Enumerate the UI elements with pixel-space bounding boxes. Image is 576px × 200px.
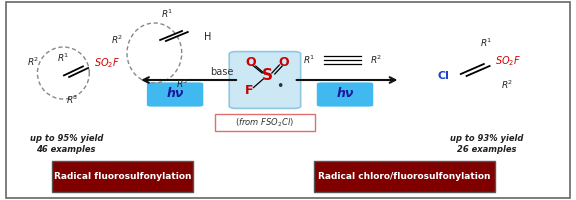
Text: $R^1$: $R^1$ [303, 54, 316, 66]
Text: $R^2$: $R^2$ [501, 79, 513, 91]
FancyBboxPatch shape [229, 52, 301, 108]
Text: hν: hν [337, 87, 354, 100]
Text: Radical chloro/fluorosulfonylation: Radical chloro/fluorosulfonylation [319, 172, 491, 181]
Text: H: H [204, 32, 211, 42]
Text: hν: hν [167, 87, 184, 100]
Text: up to 93% yield
26 examples: up to 93% yield 26 examples [450, 134, 524, 154]
FancyBboxPatch shape [147, 82, 203, 107]
Text: •: • [276, 80, 283, 92]
Text: ($\it{from\ FSO_2Cl}$): ($\it{from\ FSO_2Cl}$) [236, 116, 294, 129]
Text: F: F [245, 84, 253, 97]
Text: $R^1$: $R^1$ [57, 52, 70, 64]
Text: base: base [210, 67, 233, 77]
Text: O: O [245, 55, 256, 68]
Text: $R^2$: $R^2$ [26, 56, 39, 68]
Text: $R^3$: $R^3$ [66, 94, 78, 106]
Text: $R^1$: $R^1$ [480, 37, 493, 49]
Text: $R^3$: $R^3$ [176, 78, 188, 90]
Text: Cl: Cl [437, 71, 449, 81]
Text: O: O [278, 55, 289, 68]
Text: $R^1$: $R^1$ [161, 8, 173, 20]
Text: Radical fluorosulfonylation: Radical fluorosulfonylation [54, 172, 191, 181]
FancyBboxPatch shape [314, 161, 495, 192]
Text: $SO_2F$: $SO_2F$ [94, 56, 120, 70]
Text: up to 95% yield
46 examples: up to 95% yield 46 examples [29, 134, 103, 154]
FancyBboxPatch shape [6, 2, 570, 198]
Text: $SO_2F$: $SO_2F$ [495, 54, 522, 68]
Text: $R^2$: $R^2$ [111, 34, 123, 46]
Text: $R^2$: $R^2$ [370, 54, 382, 66]
FancyBboxPatch shape [317, 82, 373, 107]
FancyBboxPatch shape [52, 161, 193, 192]
FancyBboxPatch shape [215, 114, 315, 131]
Text: S: S [262, 68, 274, 84]
